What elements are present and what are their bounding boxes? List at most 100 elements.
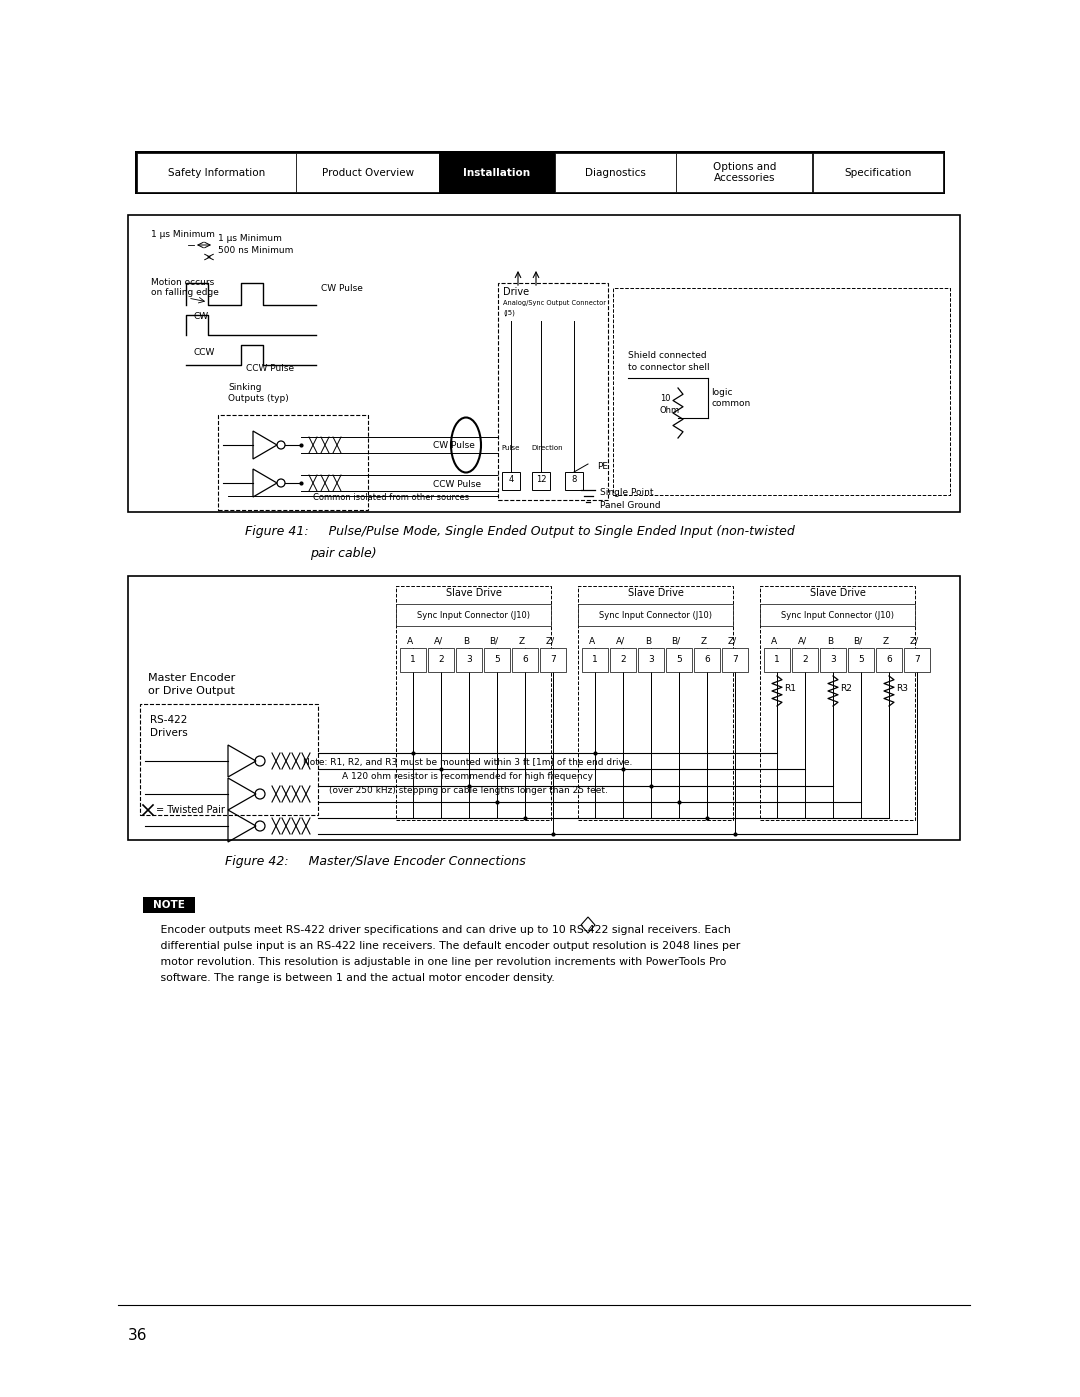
Text: Options and
Accessories: Options and Accessories [713, 162, 777, 183]
Text: 5: 5 [495, 655, 500, 665]
Text: Installation: Installation [463, 168, 530, 177]
Text: 7: 7 [732, 655, 738, 665]
Bar [129, 215, 960, 511]
Text: Pulse: Pulse [501, 446, 519, 451]
Text: Z: Z [701, 637, 707, 645]
Text: Z/: Z/ [728, 637, 737, 645]
Bar [764, 648, 789, 672]
Text: CW: CW [194, 312, 210, 321]
Text: CCW: CCW [194, 348, 215, 358]
Bar [135, 151, 945, 194]
Bar [613, 288, 950, 495]
Bar [848, 648, 874, 672]
Text: 7: 7 [550, 655, 556, 665]
Text: Figure 42:     Master/Slave Encoder Connections: Figure 42: Master/Slave Encoder Connecti… [225, 855, 526, 869]
Text: 12: 12 [536, 475, 546, 483]
Text: 2: 2 [802, 655, 808, 665]
Text: 6: 6 [704, 655, 710, 665]
Text: A/: A/ [797, 637, 807, 645]
Text: B: B [645, 637, 651, 645]
Bar [610, 648, 636, 672]
Bar [565, 472, 583, 490]
Text: PE: PE [597, 462, 608, 471]
Text: CCW Pulse: CCW Pulse [433, 481, 481, 489]
Text: A/: A/ [433, 637, 443, 645]
Bar [137, 154, 296, 191]
Bar [554, 154, 676, 191]
Text: R3: R3 [896, 685, 908, 693]
Text: 6: 6 [522, 655, 528, 665]
Bar [143, 897, 195, 914]
Text: 2: 2 [620, 655, 625, 665]
Text: Safety Information: Safety Information [168, 168, 266, 177]
Text: 6: 6 [886, 655, 892, 665]
Text: Shield connected: Shield connected [627, 351, 706, 360]
Bar [532, 472, 550, 490]
Text: Slave Drive: Slave Drive [810, 588, 865, 598]
Text: Sync Input Connector (J10): Sync Input Connector (J10) [417, 610, 530, 619]
Text: 10: 10 [660, 394, 671, 402]
Bar [760, 604, 915, 626]
Bar [296, 154, 438, 191]
Text: Single Point: Single Point [600, 488, 653, 497]
Text: A/: A/ [616, 637, 624, 645]
Text: CW Pulse: CW Pulse [321, 284, 363, 293]
Text: 7: 7 [914, 655, 920, 665]
Bar [400, 648, 426, 672]
Bar [792, 648, 818, 672]
Bar [428, 648, 454, 672]
Text: 8: 8 [571, 475, 577, 483]
Text: Sinking: Sinking [228, 383, 261, 393]
Bar [129, 576, 960, 840]
Bar [760, 585, 915, 820]
Text: Panel Ground: Panel Ground [600, 502, 661, 510]
Bar [876, 648, 902, 672]
Text: Direction: Direction [531, 446, 563, 451]
Bar [218, 415, 368, 510]
Text: A 120 ohm resistor is recommended for high frequency: A 120 ohm resistor is recommended for hi… [342, 773, 594, 781]
Bar [396, 585, 551, 820]
Bar [498, 284, 608, 500]
Bar [582, 648, 608, 672]
Text: 5: 5 [676, 655, 681, 665]
Text: A: A [589, 637, 595, 645]
Bar [820, 648, 846, 672]
Bar [140, 704, 318, 814]
Text: Z: Z [883, 637, 889, 645]
Text: common: common [711, 400, 751, 408]
Text: Drive: Drive [503, 286, 529, 298]
Text: Z: Z [518, 637, 525, 645]
Text: 1: 1 [592, 655, 598, 665]
Text: (over 250 kHz) stepping or cable lengths longer than 25 feet.: (over 250 kHz) stepping or cable lengths… [328, 787, 607, 795]
Text: Z/: Z/ [909, 637, 919, 645]
Text: B/: B/ [489, 637, 499, 645]
Text: Product Overview: Product Overview [322, 168, 414, 177]
Text: Slave Drive: Slave Drive [627, 588, 684, 598]
Text: CW Pulse: CW Pulse [433, 441, 475, 450]
Text: B: B [463, 637, 469, 645]
Bar [638, 648, 664, 672]
Text: to connector shell: to connector shell [627, 363, 710, 372]
Text: 3: 3 [467, 655, 472, 665]
Bar [484, 648, 510, 672]
Text: 500 ns Minimum: 500 ns Minimum [218, 246, 294, 256]
Text: A: A [771, 637, 778, 645]
Text: Master Encoder: Master Encoder [148, 673, 235, 683]
Text: differential pulse input is an RS-422 line receivers. The default encoder output: differential pulse input is an RS-422 li… [143, 942, 740, 951]
Text: 1 μs Minimum: 1 μs Minimum [218, 235, 282, 243]
Text: software. The range is between 1 and the actual motor encoder density.: software. The range is between 1 and the… [143, 972, 555, 983]
Text: R1: R1 [784, 685, 796, 693]
Text: 5: 5 [859, 655, 864, 665]
Bar [904, 648, 930, 672]
Text: logic: logic [711, 388, 732, 397]
Text: motor revolution. This resolution is adjustable in one line per revolution incre: motor revolution. This resolution is adj… [143, 957, 727, 967]
Bar [578, 585, 733, 820]
Text: (J5): (J5) [503, 309, 515, 316]
Text: A: A [407, 637, 413, 645]
Text: 3: 3 [831, 655, 836, 665]
Text: Z/: Z/ [545, 637, 554, 645]
Text: Analog/Sync Output Connector: Analog/Sync Output Connector [503, 300, 606, 306]
Text: NOTE: NOTE [153, 900, 185, 909]
Text: Note: R1, R2, and R3 must be mounted within 3 ft [1m] of the end drive.: Note: R1, R2, and R3 must be mounted wit… [303, 759, 633, 767]
Text: 2: 2 [438, 655, 444, 665]
